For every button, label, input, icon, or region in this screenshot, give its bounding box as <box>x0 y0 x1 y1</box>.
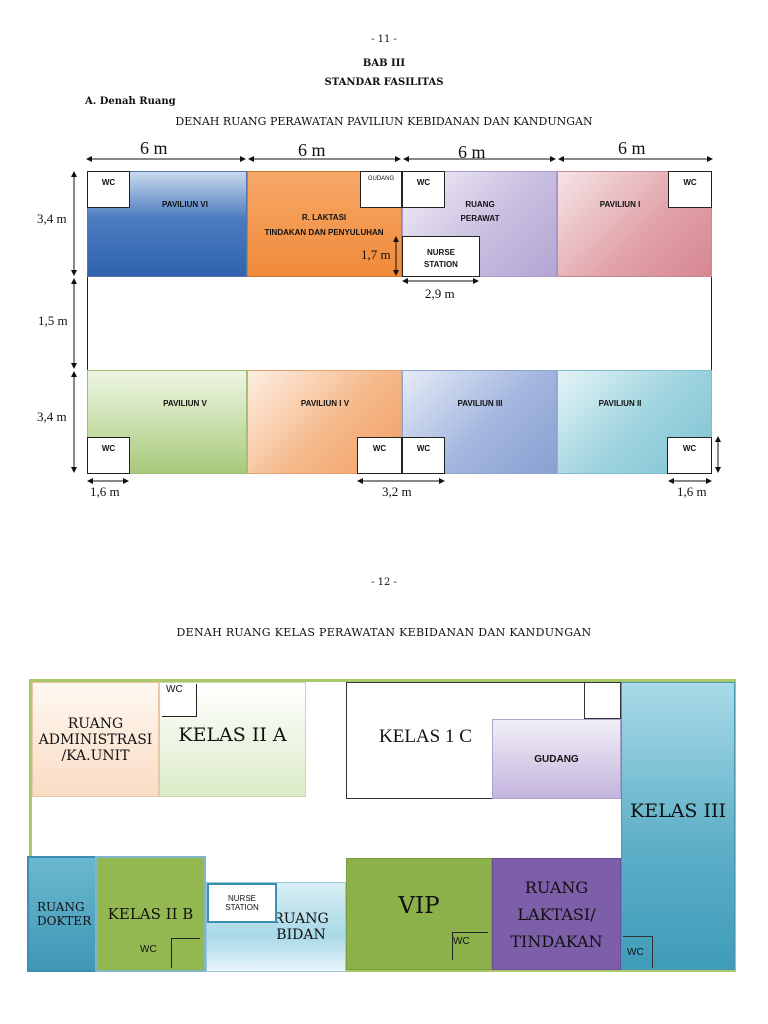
label-perawat-1: RUANG <box>465 200 495 209</box>
plan-title-2: DENAH RUANG KELAS PERAWATAN KEBIDANAN DA… <box>176 626 592 639</box>
wc-paviliun-iii: WC <box>402 437 445 474</box>
bidan-label-1: RUANG <box>273 911 329 927</box>
room-vip: VIP <box>346 858 492 970</box>
dim-width-4: 6 m <box>618 138 646 158</box>
chapter-heading: BAB III <box>362 58 406 69</box>
dim-width-1: 6 m <box>140 138 168 158</box>
label-paviliun-iii: PAVILIUN III <box>457 399 503 408</box>
nurse-station-1: NURSE STATION <box>402 236 480 277</box>
dim-wc-right: 1,6 m <box>677 484 707 499</box>
label-paviliun-i: PAVILIUN I <box>599 200 641 209</box>
dokter-label-2: DOKTER <box>37 914 92 928</box>
wc-paviliun-v: WC <box>87 437 130 474</box>
nurse-station-2: NURSE STATION <box>207 883 277 923</box>
label-laktasi-2: TINDAKAN DAN PENYULUHAN <box>264 228 384 237</box>
dim-nurse-width: 2,9 m <box>425 286 455 301</box>
dim-height-mid: 1,5 m <box>38 313 68 328</box>
bidan-label-2: BIDAN <box>276 927 326 943</box>
admin-label-1: RUANG <box>67 715 124 732</box>
room-administrasi: RUANG ADMINISTRASI /KA.UNIT <box>32 682 159 797</box>
wc-kelas-1c <box>584 682 621 719</box>
label-paviliun-vi: PAVILIUN VI <box>162 200 208 209</box>
laktasi2-label-2: LAKTASI/ <box>517 904 596 924</box>
label-paviliun-v: PAVILIUN V <box>163 399 207 408</box>
wc-kelas-iib-wall <box>171 938 200 968</box>
wc-vip: WC <box>452 932 488 960</box>
gudang-box: GUDANG <box>360 171 402 208</box>
wc-paviliun-vi: WC <box>87 171 130 208</box>
dim-wc-mid: 3,2 m <box>382 484 412 499</box>
section-heading: A. Denah Ruang <box>85 96 176 107</box>
dokter-label-1: RUANG <box>37 900 85 914</box>
nurse-label-2: STATION <box>424 260 458 269</box>
wc-ruang-perawat: WC <box>402 171 445 208</box>
dim-wc-left: 1,6 m <box>90 484 120 499</box>
dim-nurse-height: 1,7 m <box>361 247 391 262</box>
wc-kelas-iii: WC <box>623 936 653 968</box>
nurse2-label-2: STATION <box>225 903 259 912</box>
chapter-title: STANDAR FASILITAS <box>324 77 444 88</box>
nurse2-label-1: NURSE <box>227 894 256 903</box>
dim-height-bot: 3,4 m <box>37 409 67 424</box>
wc-kelas-iia: WC <box>162 684 197 717</box>
label-paviliun-iv: PAVILIUN I V <box>300 399 350 408</box>
dim-width-2: 6 m <box>298 140 326 160</box>
wc-paviliun-ii: WC <box>667 437 712 474</box>
label-perawat-2: PERAWAT <box>460 214 500 223</box>
corridor-1 <box>87 277 712 370</box>
room-kelas-iib: KELAS II B <box>95 856 206 972</box>
page-number-11: - 11 - <box>371 34 397 45</box>
dim-height-top: 3,4 m <box>37 211 67 226</box>
page-number-12: - 12 - <box>371 577 397 588</box>
wc-kelas-iib: WC <box>140 944 157 955</box>
room-dokter: RUANG DOKTER <box>27 856 97 972</box>
laktasi2-label-1: RUANG <box>524 877 589 897</box>
label-paviliun-ii: PAVILIUN II <box>598 399 642 408</box>
admin-label-2: ADMINISTRASI <box>38 731 153 748</box>
wc-paviliun-i: WC <box>668 171 712 208</box>
label-laktasi-1: R. LAKTASI <box>301 213 347 222</box>
laktasi2-label-3: TINDAKAN <box>510 931 603 951</box>
room-gudang-2: GUDANG <box>492 719 621 799</box>
room-kelas-iii: KELAS III <box>621 682 735 970</box>
dimension-arrows-1 <box>71 156 721 484</box>
plan-title-1: DENAH RUANG PERAWATAN PAVILIUN KEBIDANAN… <box>175 115 593 128</box>
room-laktasi-2: RUANG LAKTASI/ TINDAKAN <box>492 858 621 970</box>
nurse-label-1: NURSE <box>426 248 455 257</box>
admin-label-3: /KA.UNIT <box>61 747 130 764</box>
wc-paviliun-iv: WC <box>357 437 402 474</box>
